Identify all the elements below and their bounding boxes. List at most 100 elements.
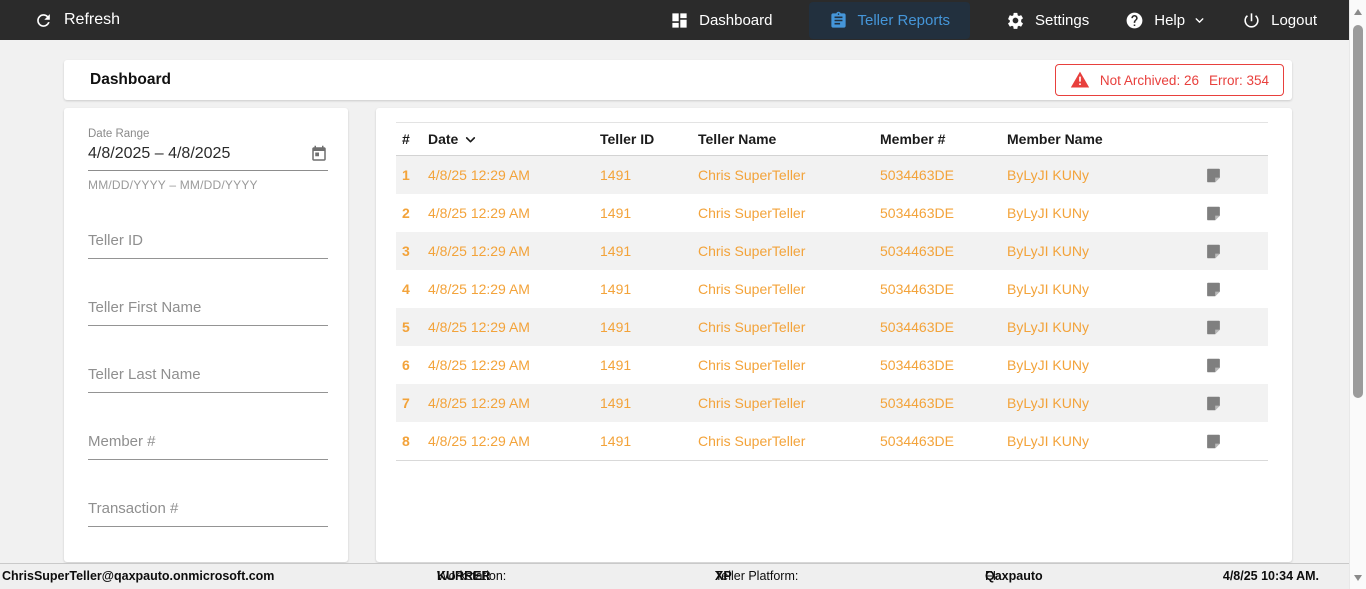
nav-settings[interactable]: Settings (1006, 11, 1089, 30)
sort-desc-icon (466, 136, 476, 142)
table-row[interactable]: 7 4/8/25 12:29 AM 1491 Chris SuperTeller… (396, 384, 1268, 422)
row-member-num: 5034463DE (880, 395, 954, 411)
top-navbar: Refresh Dashboard Teller Reports Setting… (0, 0, 1349, 40)
calendar-icon[interactable] (310, 145, 328, 163)
table-row[interactable]: 1 4/8/25 12:29 AM 1491 Chris SuperTeller… (396, 156, 1268, 194)
row-member-num: 5034463DE (880, 243, 954, 259)
nav-dashboard[interactable]: Dashboard (670, 11, 773, 30)
row-member-name: ByLyJI KUNy (1007, 433, 1089, 449)
note-icon[interactable] (1205, 205, 1222, 222)
scroll-down-arrow-icon[interactable] (1354, 575, 1362, 581)
not-archived-count: Not Archived: 26 (1099, 72, 1199, 88)
note-icon[interactable] (1205, 243, 1222, 260)
teller-last-name-input[interactable] (88, 366, 328, 392)
note-icon[interactable] (1205, 281, 1222, 298)
date-range-input[interactable] (88, 145, 288, 163)
row-teller-name: Chris SuperTeller (698, 357, 806, 373)
table-row[interactable]: 5 4/8/25 12:29 AM 1491 Chris SuperTeller… (396, 308, 1268, 346)
refresh-icon (37, 13, 50, 27)
power-icon (1244, 12, 1259, 28)
row-member-num: 5034463DE (880, 205, 954, 221)
row-member-name: ByLyJI KUNy (1007, 243, 1089, 259)
user-email: ChrisSuperTeller@qaxpauto.onmicrosoft.co… (2, 569, 275, 583)
row-member-name: ByLyJI KUNy (1007, 205, 1089, 221)
scrollbar-thumb[interactable] (1353, 25, 1363, 398)
teller-platform-status: Teller Platform: XP (715, 569, 799, 583)
scroll-up-arrow-icon[interactable] (1354, 9, 1362, 15)
row-member-num: 5034463DE (880, 167, 954, 183)
col-header-date[interactable]: Date (428, 131, 600, 147)
nav-teller-reports-label: Teller Reports (857, 11, 951, 29)
row-member-name: ByLyJI KUNy (1007, 319, 1089, 335)
help-icon (1126, 12, 1143, 28)
report-table-card: # Date Teller ID Teller Name Member # Me… (376, 108, 1292, 562)
table-row[interactable]: 6 4/8/25 12:29 AM 1491 Chris SuperTeller… (396, 346, 1268, 384)
row-date: 4/8/25 12:29 AM (428, 395, 530, 411)
dashboard-icon (672, 12, 687, 28)
nav-logout[interactable]: Logout (1242, 11, 1317, 30)
table-row[interactable]: 3 4/8/25 12:29 AM 1491 Chris SuperTeller… (396, 232, 1268, 270)
workstation-status: Workstation: KURRER (437, 569, 507, 583)
clipboard-icon (830, 11, 846, 28)
row-member-name: ByLyJI KUNy (1007, 395, 1089, 411)
member-number-input[interactable] (88, 433, 328, 459)
row-date: 4/8/25 12:29 AM (428, 281, 530, 297)
table-row[interactable]: 4 4/8/25 12:29 AM 1491 Chris SuperTeller… (396, 270, 1268, 308)
row-date: 4/8/25 12:29 AM (428, 319, 530, 335)
refresh-button[interactable]: Refresh (0, 11, 120, 30)
note-icon[interactable] (1205, 319, 1222, 336)
status-alert-badge[interactable]: Not Archived: 26 Error: 354 (1054, 64, 1284, 96)
nav-dashboard-label: Dashboard (699, 11, 773, 29)
nav-help-label: Help (1154, 11, 1186, 29)
row-number: 8 (402, 433, 410, 449)
row-teller-id: 1491 (600, 395, 632, 411)
col-header-member-num: Member # (880, 131, 946, 147)
row-date: 4/8/25 12:29 AM (428, 205, 530, 221)
row-member-name: ByLyJI KUNy (1007, 357, 1089, 373)
row-teller-name: Chris SuperTeller (698, 319, 806, 335)
note-icon[interactable] (1205, 167, 1222, 184)
row-teller-name: Chris SuperTeller (698, 205, 806, 221)
row-teller-name: Chris SuperTeller (698, 395, 806, 411)
row-number: 3 (402, 243, 410, 259)
note-icon[interactable] (1205, 357, 1222, 374)
nav-help[interactable]: Help (1125, 11, 1206, 30)
refresh-label: Refresh (64, 11, 121, 28)
status-footer: ChrisSuperTeller@qaxpauto.onmicrosoft.co… (0, 563, 1349, 589)
row-member-num: 5034463DE (880, 433, 954, 449)
table-rows: 1 4/8/25 12:29 AM 1491 Chris SuperTeller… (396, 156, 1268, 461)
table-row[interactable]: 8 4/8/25 12:29 AM 1491 Chris SuperTeller… (396, 422, 1268, 460)
vertical-scrollbar[interactable] (1349, 0, 1366, 589)
row-date: 4/8/25 12:29 AM (428, 167, 530, 183)
gear-icon (1008, 12, 1023, 29)
row-member-num: 5034463DE (880, 281, 954, 297)
row-number: 2 (402, 205, 410, 221)
teller-first-name-input[interactable] (88, 299, 328, 325)
row-member-num: 5034463DE (880, 357, 954, 373)
nav-teller-reports[interactable]: Teller Reports (808, 1, 971, 39)
row-number: 4 (402, 281, 410, 297)
transaction-number-input[interactable] (88, 500, 328, 526)
nav-settings-label: Settings (1035, 11, 1090, 29)
date-range-label: Date Range (88, 128, 150, 140)
row-date: 4/8/25 12:29 AM (428, 357, 530, 373)
row-member-name: ByLyJI KUNy (1007, 281, 1089, 297)
chevron-down-icon (1195, 17, 1204, 23)
note-icon[interactable] (1205, 433, 1222, 450)
row-teller-id: 1491 (600, 319, 632, 335)
teller-id-input[interactable] (88, 232, 328, 258)
row-teller-id: 1491 (600, 433, 632, 449)
row-teller-name: Chris SuperTeller (698, 281, 806, 297)
page-header-bar: Dashboard Not Archived: 26 Error: 354 (64, 60, 1292, 100)
table-row[interactable]: 2 4/8/25 12:29 AM 1491 Chris SuperTeller… (396, 194, 1268, 232)
row-date: 4/8/25 12:29 AM (428, 433, 530, 449)
row-number: 7 (402, 395, 410, 411)
row-teller-id: 1491 (600, 205, 632, 221)
row-teller-id: 1491 (600, 357, 632, 373)
date-format-hint: MM/DD/YYYY – MM/DD/YYYY (88, 178, 258, 192)
note-icon[interactable] (1205, 395, 1222, 412)
warning-icon (1070, 71, 1090, 88)
row-teller-name: Chris SuperTeller (698, 433, 806, 449)
col-header-teller-name: Teller Name (698, 131, 777, 147)
row-teller-id: 1491 (600, 167, 632, 183)
